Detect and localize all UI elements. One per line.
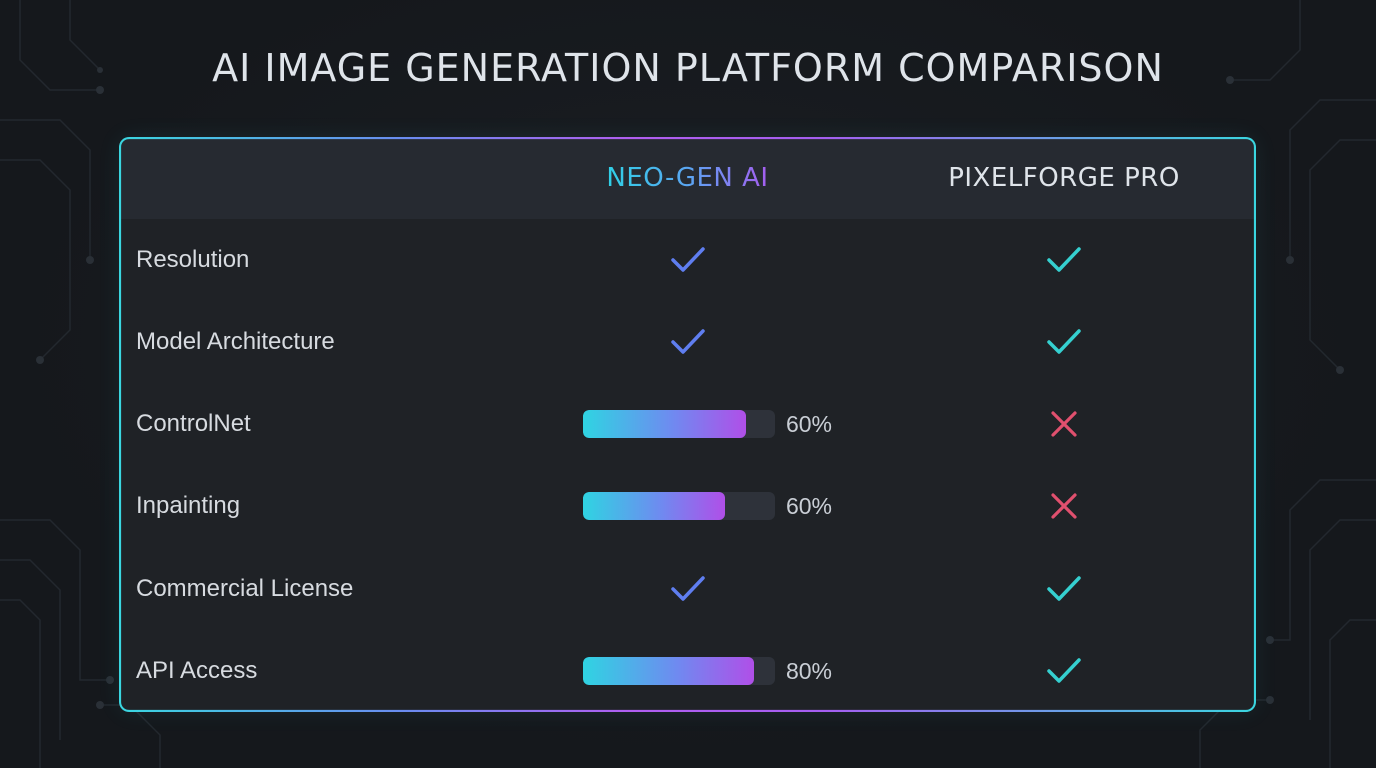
progress-track xyxy=(582,410,775,438)
neo-gen-status-cell xyxy=(503,301,872,383)
pixelforge-status-cell xyxy=(872,465,1256,547)
column-header-neo-gen: NEO-GEN AI xyxy=(503,137,872,219)
pixelforge-check-icon xyxy=(1046,575,1082,603)
feature-label: API Access xyxy=(136,657,258,684)
pixelforge-status-cell xyxy=(872,219,1256,301)
pixelforge-check-icon xyxy=(1046,246,1082,274)
progress-percent-label: 60% xyxy=(785,410,833,437)
neo-gen-check-icon xyxy=(670,246,706,274)
pixelforge-status-cell xyxy=(872,548,1256,630)
feature-label: ControlNet xyxy=(136,410,251,437)
neo-gen-status-cell: 60% xyxy=(503,465,872,547)
progress-track xyxy=(582,657,775,685)
progress-indicator: 60% xyxy=(582,492,833,520)
column-header-neo-gen-label: NEO-GEN AI xyxy=(606,163,769,193)
header-empty-cell xyxy=(119,137,503,219)
comparison-table: NEO-GEN AI PIXELFORGE PRO Resolution Mode… xyxy=(119,137,1256,712)
progress-percent-label: 60% xyxy=(785,492,833,519)
neo-gen-status-cell: 80% xyxy=(503,630,872,712)
pixelforge-status-cell xyxy=(872,383,1256,465)
pixelforge-check-icon xyxy=(1046,657,1082,685)
pixelforge-check-icon xyxy=(1046,328,1082,356)
pixelforge-status-cell xyxy=(872,301,1256,383)
progress-percent-label: 80% xyxy=(785,657,833,684)
progress-fill xyxy=(582,410,746,438)
feature-label: Resolution xyxy=(136,246,250,273)
neo-gen-status-cell: 60% xyxy=(503,383,872,465)
feature-label: Model Architecture xyxy=(136,328,335,355)
column-header-pixelforge: PIXELFORGE PRO xyxy=(872,137,1256,219)
neo-gen-check-icon xyxy=(670,575,706,603)
progress-indicator: 80% xyxy=(582,657,833,685)
pixelforge-cross-icon xyxy=(1050,492,1078,520)
progress-fill xyxy=(582,657,754,685)
page-title: AI IMAGE GENERATION PLATFORM COMPARISON xyxy=(212,46,1164,90)
progress-track xyxy=(582,492,775,520)
column-header-pixelforge-label: PIXELFORGE PRO xyxy=(948,163,1180,193)
progress-indicator: 60% xyxy=(582,410,833,438)
neo-gen-status-cell xyxy=(503,219,872,301)
pixelforge-status-cell xyxy=(872,630,1256,712)
neo-gen-check-icon xyxy=(670,328,706,356)
pixelforge-cross-icon xyxy=(1050,410,1078,438)
neo-gen-status-cell xyxy=(503,548,872,630)
progress-fill xyxy=(582,492,725,520)
feature-label: Commercial License xyxy=(136,575,354,602)
feature-label: Inpainting xyxy=(136,492,241,519)
